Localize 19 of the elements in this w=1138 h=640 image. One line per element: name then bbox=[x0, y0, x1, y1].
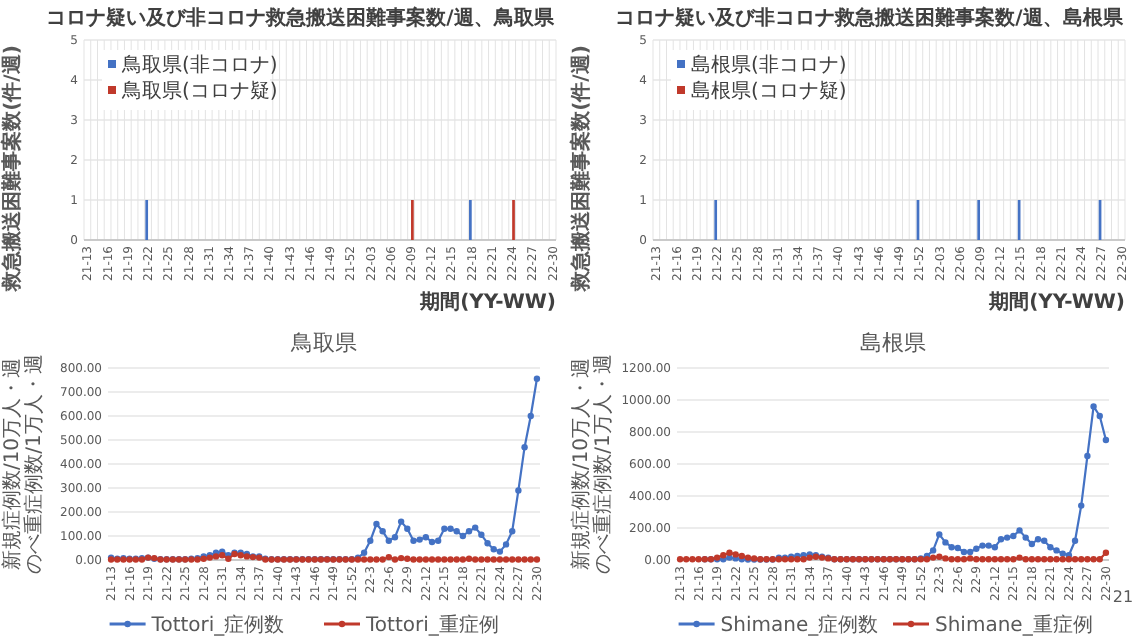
chart-title: 鳥取県 bbox=[289, 330, 357, 356]
legend-label: Tottori_重症例 bbox=[364, 613, 499, 637]
chart-title: 島根県 bbox=[860, 330, 926, 356]
chart-title: コロナ疑い及び非コロナ救急搬送困難事案数/週、島根県 bbox=[615, 6, 1125, 30]
y-axis-title: 新規症例数/10万人・週のべ重症例数/1万人・週 bbox=[569, 354, 615, 574]
y-axis-title: 救急搬送困難事案数(件/週) bbox=[0, 45, 24, 293]
x-axis-title: 期間(YY-WW) bbox=[418, 290, 556, 314]
legend-label: 島根県(コロナ疑) bbox=[691, 79, 847, 103]
text: 21 bbox=[1112, 588, 1134, 606]
legend-label: Shimane_症例数 bbox=[720, 613, 879, 637]
chart-title: コロナ疑い及び非コロナ救急搬送困難事案数/週、鳥取県 bbox=[46, 6, 556, 30]
legend-label: Shimane_重症例 bbox=[935, 613, 1093, 637]
legend-label: 鳥取県(コロナ疑) bbox=[120, 79, 278, 103]
legend-label: 鳥取県(非コロナ) bbox=[120, 53, 278, 77]
y-axis-title: 救急搬送困難事案数(件/週) bbox=[569, 45, 593, 293]
legend-label: Tottori_症例数 bbox=[149, 613, 285, 637]
legend-label: 島根県(非コロナ) bbox=[691, 53, 847, 77]
y-axis-title: 新規症例数/10万人・週のべ重症例数/1万人・週 bbox=[0, 354, 46, 574]
x-axis-title: 期間(YY-WW) bbox=[987, 290, 1125, 314]
